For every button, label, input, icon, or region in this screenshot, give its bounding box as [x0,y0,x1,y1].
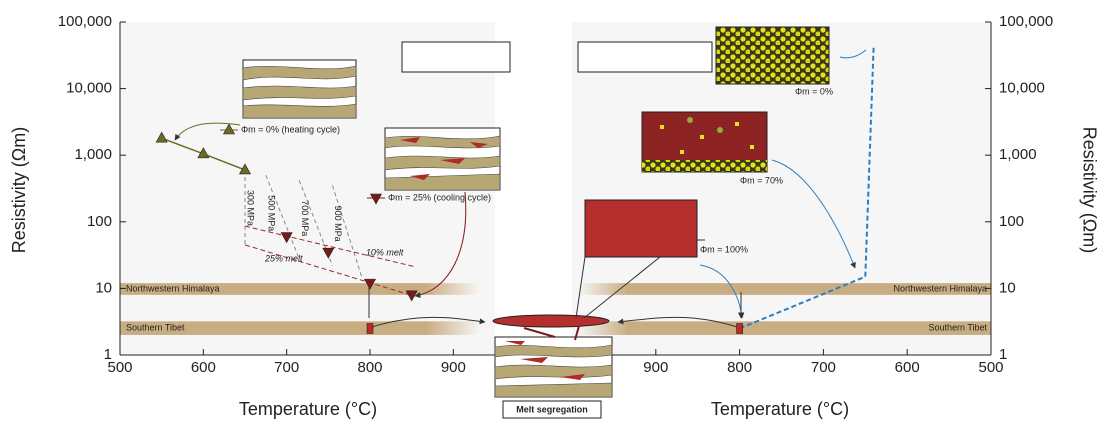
marker [197,147,210,159]
sketch-melt-100 [584,199,698,258]
y-axis-label: Resistivity (Ωm) [1079,127,1099,253]
x-tick-label: 800 [357,359,382,376]
arrows [174,49,867,328]
y-tick-label: 1 [104,346,112,363]
legend-swatch [367,193,385,205]
y-tick-label: 100,000 [58,13,112,30]
resistivity-band [120,283,480,295]
marker [280,232,293,244]
sketch-melt [400,137,488,180]
phase-label: Φm = 0% [795,86,833,96]
marker [363,278,377,290]
x-tick-label: 600 [191,359,216,376]
arrow [174,122,241,141]
y-tick-label: 10 [999,279,1016,296]
isobar-label: 900 MPa [333,206,343,242]
band-label: Northwestern Himalaya [126,283,220,293]
phase-label: Φm = 70% [740,175,783,185]
sketch-melt [505,341,585,380]
band-label: Southern Tibet [126,323,185,333]
y-tick-label: 1,000 [999,146,1037,163]
sketch-grains [642,160,767,172]
legend-label: Φm = 0% (heating cycle) [241,124,340,134]
isobar [265,175,300,259]
y-tick-label: 10,000 [999,80,1045,97]
arrow [368,287,741,318]
isobar [332,185,363,277]
y-tick-label: 100,000 [999,13,1053,30]
melt-line [244,225,416,268]
isobar-label: 500 MPa [266,195,276,231]
melt-label: 10% melt [366,247,404,257]
series-line [739,45,875,330]
melt-lens [492,314,610,328]
arrow [371,316,486,328]
band-label: Southern Tibet [928,323,987,333]
x-tick-label: 500 [978,359,1003,376]
sketch-strata [494,344,613,398]
title-box [577,41,713,73]
x-tick-label: 900 [643,359,668,376]
sketch-crystal-mush [715,26,830,85]
legend-label: Φm = 25% (cooling cycle) [388,192,491,202]
y-tick-label: 100 [87,213,112,230]
resistivity-band [578,283,991,295]
y-tick-label: 10,000 [66,80,112,97]
sketch-strata [242,65,357,119]
x-tick-label: 800 [727,359,752,376]
isobar-label: 300 MPa [246,190,256,226]
center-label: Melt segregation [516,404,588,414]
melt-line [244,244,411,296]
melt-channel [523,325,580,341]
marker [322,247,335,259]
band-label: Northwestern Himalaya [893,283,987,293]
arrow [617,316,738,328]
melt-label: 25% melt [264,253,303,263]
sample-marker [366,323,374,334]
x-tick-label: 500 [107,359,132,376]
sketch-crystals [687,117,693,123]
isobar-label: 700 MPa [300,200,310,236]
title-box [502,400,602,419]
sketch-crystals [717,127,723,133]
sketch-strata [384,135,501,191]
x-axis-label: Temperature (°C) [239,399,377,419]
title-box [401,41,511,73]
sketches [242,26,830,398]
x-tick-label: 700 [811,359,836,376]
marker [238,163,252,175]
sample-marker [736,323,743,334]
y-tick-label: 1,000 [74,146,112,163]
marks: Northwestern Himalaya Southern Tibet 1 10 10… [9,13,1100,419]
x-tick-label: 700 [274,359,299,376]
legend-marker [369,193,383,205]
connector [575,239,705,319]
arrow [771,159,856,269]
phase-label: Φm = 100% [700,244,748,254]
marker [155,131,168,143]
resistivity-band [120,321,480,335]
isobar [298,180,333,266]
arrow [414,191,467,299]
y-axis-label: Resistivity (Ωm) [9,127,29,253]
y-tick-label: 1 [999,346,1007,363]
legend-marker [222,123,236,135]
legend-swatch [220,123,238,135]
titles: Melt segregation [401,41,713,419]
y-tick-label: 100 [999,213,1024,230]
y-tick-label: 10 [95,279,112,296]
x-tick-label: 900 [441,359,466,376]
x-tick-label: 600 [895,359,920,376]
resistivity-band [578,321,991,335]
x-axis-label: Temperature (°C) [711,399,849,419]
arrow [839,49,867,59]
